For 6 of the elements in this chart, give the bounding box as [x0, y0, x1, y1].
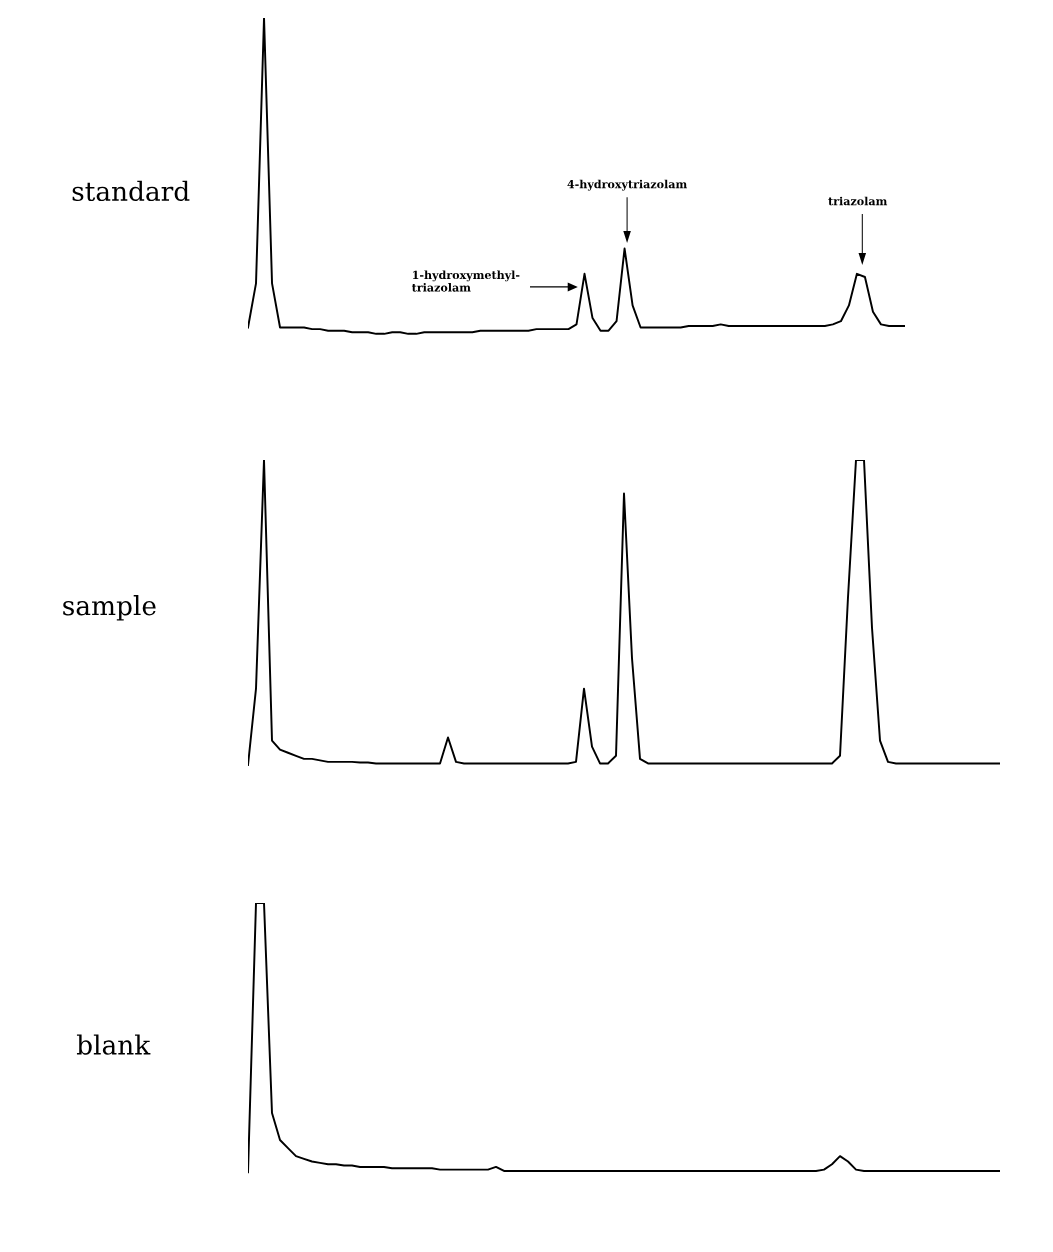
annotation: 4-hydroxytriazolam	[567, 179, 687, 191]
y-axis-title: sample	[63, 595, 156, 621]
y-axis-title: standard	[72, 180, 190, 202]
annotation: 1-hydroxymethyl- triazolam	[411, 270, 520, 292]
y-axis-title: blank	[76, 1034, 151, 1055]
annotation: triazolam	[828, 196, 888, 206]
